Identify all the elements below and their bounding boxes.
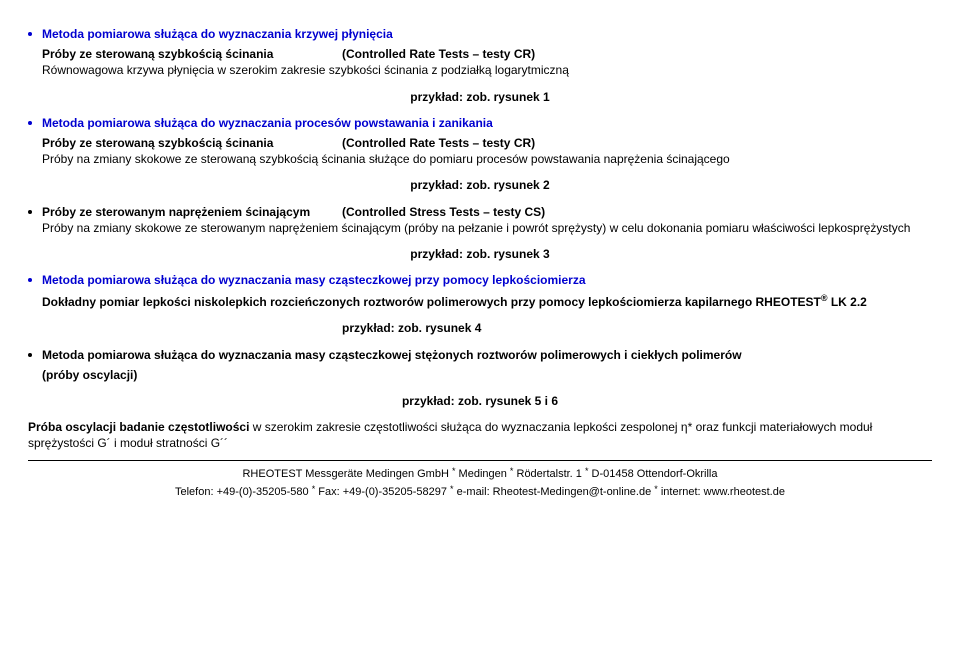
section-2-row1-right: (Controlled Rate Tests – testy CR) — [342, 135, 535, 151]
section-2-line2: Próby na zmiany skokowe ze sterowaną szy… — [42, 151, 932, 167]
star-icon: * — [654, 484, 658, 494]
section-5-heading-row: Metoda pomiarowa służąca do wyznaczania … — [28, 347, 932, 363]
star-icon: * — [312, 484, 316, 494]
section-2-body: Próby ze sterowaną szybkością ścinania (… — [28, 135, 932, 167]
footer-2d: internet: www.rheotest.de — [658, 486, 785, 498]
section-3-line2: Próby na zmiany skokowe ze sterowanym na… — [42, 220, 932, 236]
star-icon: * — [452, 466, 456, 476]
footer-1d: D-01458 Ottendorf-Okrilla — [589, 468, 718, 480]
section-1-row1-left: Próby ze sterowaną szybkością ścinania — [42, 46, 342, 62]
section-4-heading-row: Metoda pomiarowa służąca do wyznaczania … — [28, 272, 932, 288]
section-1-heading-row: Metoda pomiarowa służąca do wyznaczania … — [28, 26, 932, 42]
section-4-example: przykład: zob. rysunek 4 — [42, 320, 932, 336]
section-4-body: Dokładny pomiar lepkości niskolepkich ro… — [28, 292, 932, 336]
section-1-row1-right: (Controlled Rate Tests – testy CR) — [342, 46, 535, 62]
section-3-row1-right: (Controlled Stress Tests – testy CS) — [342, 204, 545, 220]
section-1-body: Próby ze sterowaną szybkością ścinania (… — [28, 46, 932, 78]
registered-icon: ® — [821, 293, 828, 303]
footer-line-2: Telefon: +49-(0)-35205-580 * Fax: +49-(0… — [28, 485, 932, 500]
footer-2a: Telefon: +49-(0)-35205-580 — [175, 486, 312, 498]
section-2-row1: Próby ze sterowaną szybkością ścinania (… — [42, 135, 932, 151]
separator-line — [28, 460, 932, 461]
star-icon: * — [450, 484, 454, 494]
section-5-body: (próby oscylacji) — [28, 367, 932, 383]
section-3-heading-row: Próby ze sterowanym naprężeniem ścinając… — [28, 204, 932, 236]
trailing-bold: Próba oscylacji badanie częstotliwości — [28, 420, 249, 434]
section-1-example: przykład: zob. rysunek 1 — [28, 89, 932, 105]
section-2-row1-left: Próby ze sterowaną szybkością ścinania — [42, 135, 342, 151]
bullet-icon — [28, 353, 32, 357]
bullet-icon — [28, 121, 32, 125]
section-2-example: przykład: zob. rysunek 2 — [28, 177, 932, 193]
section-3-content: Próby ze sterowanym naprężeniem ścinając… — [42, 204, 932, 236]
bullet-icon — [28, 32, 32, 36]
star-icon: * — [585, 466, 589, 476]
section-2-heading-row: Metoda pomiarowa służąca do wyznaczania … — [28, 115, 932, 131]
section-4-line2-a: Dokładny pomiar lepkości niskolepkich ro… — [42, 295, 821, 309]
section-5-heading: Metoda pomiarowa służąca do wyznaczania … — [42, 347, 742, 363]
star-icon: * — [510, 466, 514, 476]
footer-2c: e-mail: Rheotest-Medingen@t-online.de — [454, 486, 655, 498]
section-1-heading: Metoda pomiarowa służąca do wyznaczania … — [42, 26, 393, 42]
section-1-line2: Równowagowa krzywa płynięcia w szerokim … — [42, 62, 932, 78]
bullet-icon — [28, 278, 32, 282]
trailing-paragraph: Próba oscylacji badanie częstotliwości w… — [28, 419, 932, 451]
section-5-line2: (próby oscylacji) — [42, 367, 932, 383]
section-1-row1: Próby ze sterowaną szybkością ścinania (… — [42, 46, 932, 62]
footer-1c: Rödertalstr. 1 — [513, 468, 585, 480]
section-4-heading: Metoda pomiarowa służąca do wyznaczania … — [42, 272, 586, 288]
footer-1b: Medingen — [455, 468, 509, 480]
section-2-heading: Metoda pomiarowa służąca do wyznaczania … — [42, 115, 493, 131]
section-4-line2-b: LK 2.2 — [828, 295, 867, 309]
section-4-line2: Dokładny pomiar lepkości niskolepkich ro… — [42, 292, 932, 310]
section-3-row1-left: Próby ze sterowanym naprężeniem ścinając… — [42, 204, 342, 220]
section-3-row1: Próby ze sterowanym naprężeniem ścinając… — [42, 204, 932, 220]
section-5-example: przykład: zob. rysunek 5 i 6 — [28, 393, 932, 409]
footer-line-1: RHEOTEST Messgeräte Medingen GmbH * Medi… — [28, 467, 932, 482]
footer: RHEOTEST Messgeräte Medingen GmbH * Medi… — [28, 467, 932, 501]
section-3-example: przykład: zob. rysunek 3 — [28, 246, 932, 262]
bullet-icon — [28, 210, 32, 214]
footer-1a: RHEOTEST Messgeräte Medingen GmbH — [242, 468, 451, 480]
footer-2b: Fax: +49-(0)-35205-58297 — [315, 486, 450, 498]
